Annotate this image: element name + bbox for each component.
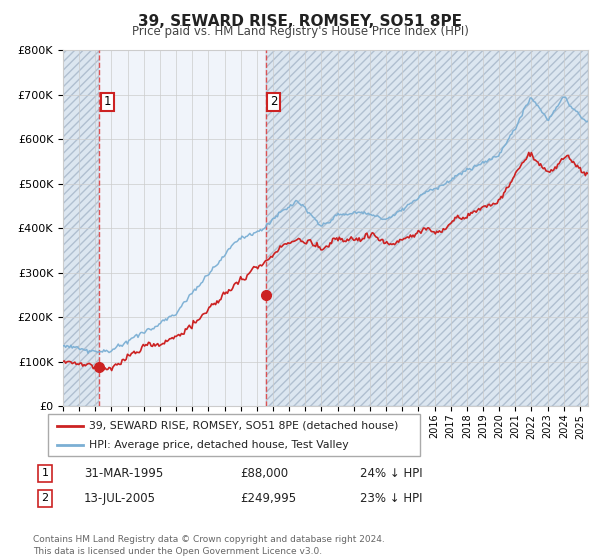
Text: 2: 2 (270, 95, 277, 109)
Text: 13-JUL-2005: 13-JUL-2005 (84, 492, 156, 505)
FancyBboxPatch shape (48, 414, 420, 456)
Text: Price paid vs. HM Land Registry's House Price Index (HPI): Price paid vs. HM Land Registry's House … (131, 25, 469, 38)
Text: Contains HM Land Registry data © Crown copyright and database right 2024.
This d: Contains HM Land Registry data © Crown c… (33, 535, 385, 556)
Text: 23% ↓ HPI: 23% ↓ HPI (360, 492, 422, 505)
Text: 1: 1 (104, 95, 111, 109)
Bar (266, 50, 588, 406)
Bar (63, 50, 100, 406)
Text: HPI: Average price, detached house, Test Valley: HPI: Average price, detached house, Test… (89, 440, 349, 450)
Text: 2: 2 (41, 493, 49, 503)
Text: £249,995: £249,995 (240, 492, 296, 505)
Text: 1: 1 (41, 468, 49, 478)
Text: 24% ↓ HPI: 24% ↓ HPI (360, 466, 422, 480)
Text: 39, SEWARD RISE, ROMSEY, SO51 8PE (detached house): 39, SEWARD RISE, ROMSEY, SO51 8PE (detac… (89, 421, 398, 431)
Text: £88,000: £88,000 (240, 466, 288, 480)
Text: 39, SEWARD RISE, ROMSEY, SO51 8PE: 39, SEWARD RISE, ROMSEY, SO51 8PE (138, 14, 462, 29)
Text: 31-MAR-1995: 31-MAR-1995 (84, 466, 163, 480)
